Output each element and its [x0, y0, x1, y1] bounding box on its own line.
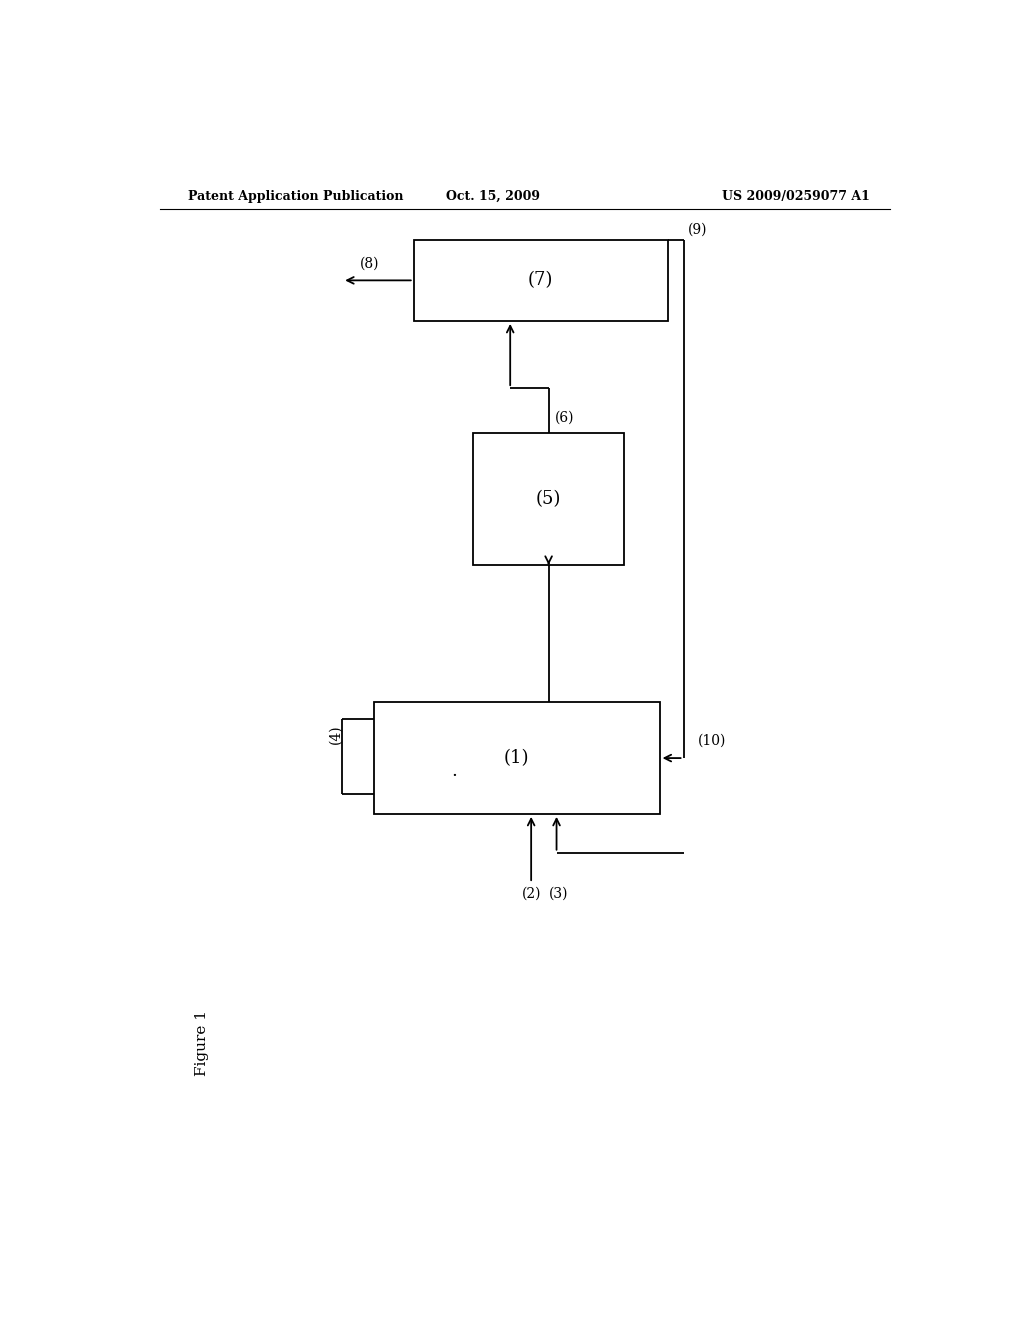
Text: (8): (8) — [360, 256, 380, 271]
Bar — [473, 433, 624, 565]
Text: (4): (4) — [329, 725, 343, 744]
Text: (9): (9) — [687, 223, 707, 236]
Text: (1): (1) — [504, 748, 529, 767]
Bar — [374, 702, 659, 814]
Text: (3): (3) — [549, 887, 568, 902]
Text: (6): (6) — [555, 411, 574, 425]
Text: (10): (10) — [697, 734, 726, 748]
Text: .: . — [452, 763, 457, 780]
Text: (7): (7) — [528, 272, 553, 289]
Text: (5): (5) — [536, 490, 561, 508]
Bar — [414, 240, 668, 321]
Text: (2): (2) — [521, 887, 541, 902]
Text: Figure 1: Figure 1 — [196, 1010, 210, 1076]
Text: Oct. 15, 2009: Oct. 15, 2009 — [446, 190, 540, 202]
Text: Patent Application Publication: Patent Application Publication — [187, 190, 403, 202]
Text: US 2009/0259077 A1: US 2009/0259077 A1 — [722, 190, 870, 202]
